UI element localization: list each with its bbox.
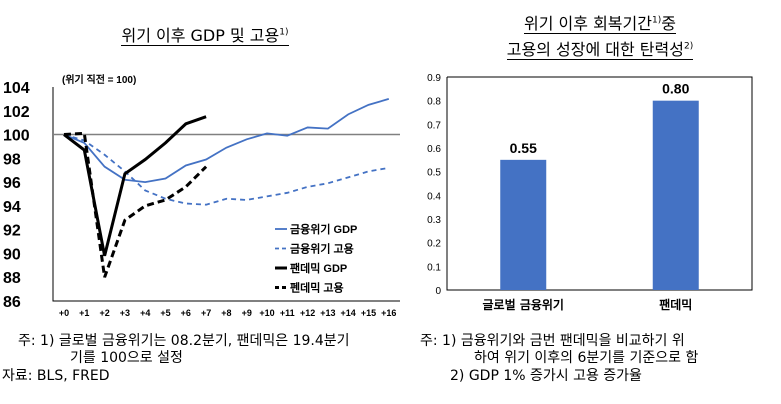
y-tick-label: 0 [435,286,441,297]
y-tick-label: 88 [3,270,21,287]
series-line-3 [63,131,208,278]
note-left-2: 기를 100으로 설정 [70,350,183,366]
x-tick-label: +4 [140,308,150,318]
series-line-1 [63,133,389,206]
left-axes [52,87,400,302]
x-tick-label: +7 [201,308,211,318]
y-tick-label: 86 [3,294,21,311]
right-plot-border [446,76,753,291]
y-tick-label: 0.2 [427,239,441,250]
y-tick-label: 92 [3,223,21,240]
bar-0 [500,159,547,290]
right-chart-title: 위기 이후 회복기간1)중 고용의 성장에 대한 탄력성2) [506,14,694,60]
legend-label: 금융위기 GDP [290,222,357,236]
note-left-1: 주: 1) 글로벌 금융위기는 08.2분기, 팬데믹은 19.4분기 [18,333,350,349]
x-tick-label: +14 [341,308,356,318]
x-tick-label: +3 [120,308,130,318]
bar-1 [652,100,699,291]
x-tick-label: +0 [59,308,69,318]
y-tick-label: 96 [3,175,21,192]
y-tick-label: 0.8 [427,97,441,108]
legend-label: 팬데믹 GDP [290,261,347,275]
series-line-2 [63,115,207,257]
data-label: 0.55 [510,140,537,156]
x-tick-label: +6 [181,308,191,318]
x-tick-label: +16 [381,308,396,318]
y-tick-label: 98 [3,151,21,168]
x-tick-label: +10 [259,308,274,318]
x-tick-label: +11 [280,308,295,318]
y-tick-label: 94 [3,199,21,216]
y-tick-label: 0.7 [427,120,441,131]
y-tick-label: 100 [3,128,30,145]
y-tick-label: 0.5 [427,168,441,179]
y-tick-label: 90 [3,246,21,263]
y-tick-label: 0.9 [427,73,441,84]
x-tick-label: +1 [79,308,89,318]
x-category-label: 팬데믹 [659,297,692,312]
y-tick-label: 0.3 [427,215,441,226]
x-tick-label: +2 [99,308,109,318]
note-right-1: 주: 1) 금융위기와 금번 팬데믹을 비교하기 위 [420,332,685,350]
x-tick-label: +5 [160,308,170,318]
y-tick-label: 0.4 [427,191,441,202]
unit-label: (위기 직전 = 100) [62,73,136,86]
legend-label: 금융위기 고용 [290,242,354,256]
note-right-3: 2) GDP 1% 증가시 고용 증가율 [450,368,642,384]
y-tick-label: 104 [3,80,30,97]
legend-label: 펜데믹 고용 [290,281,344,295]
source-note: 자료: BLS, FRED [2,368,110,384]
x-tick-label: +13 [320,308,335,318]
y-tick-label: 102 [3,104,30,121]
series-line-0 [63,98,390,184]
x-tick-label: +9 [242,308,252,318]
y-tick-label: 0.6 [427,144,441,155]
left-chart-title: 위기 이후 GDP 및 고용1) [121,26,289,46]
x-tick-label: +12 [300,308,315,318]
data-label: 0.80 [662,81,689,97]
x-category-label: 글로벌 금융위기 [483,297,564,312]
x-tick-label: +15 [361,308,376,318]
note-right-2: 하여 위기 이후의 6분기를 기준으로 함 [474,350,699,366]
x-tick-label: +8 [221,308,231,318]
y-tick-label: 0.1 [427,262,441,273]
